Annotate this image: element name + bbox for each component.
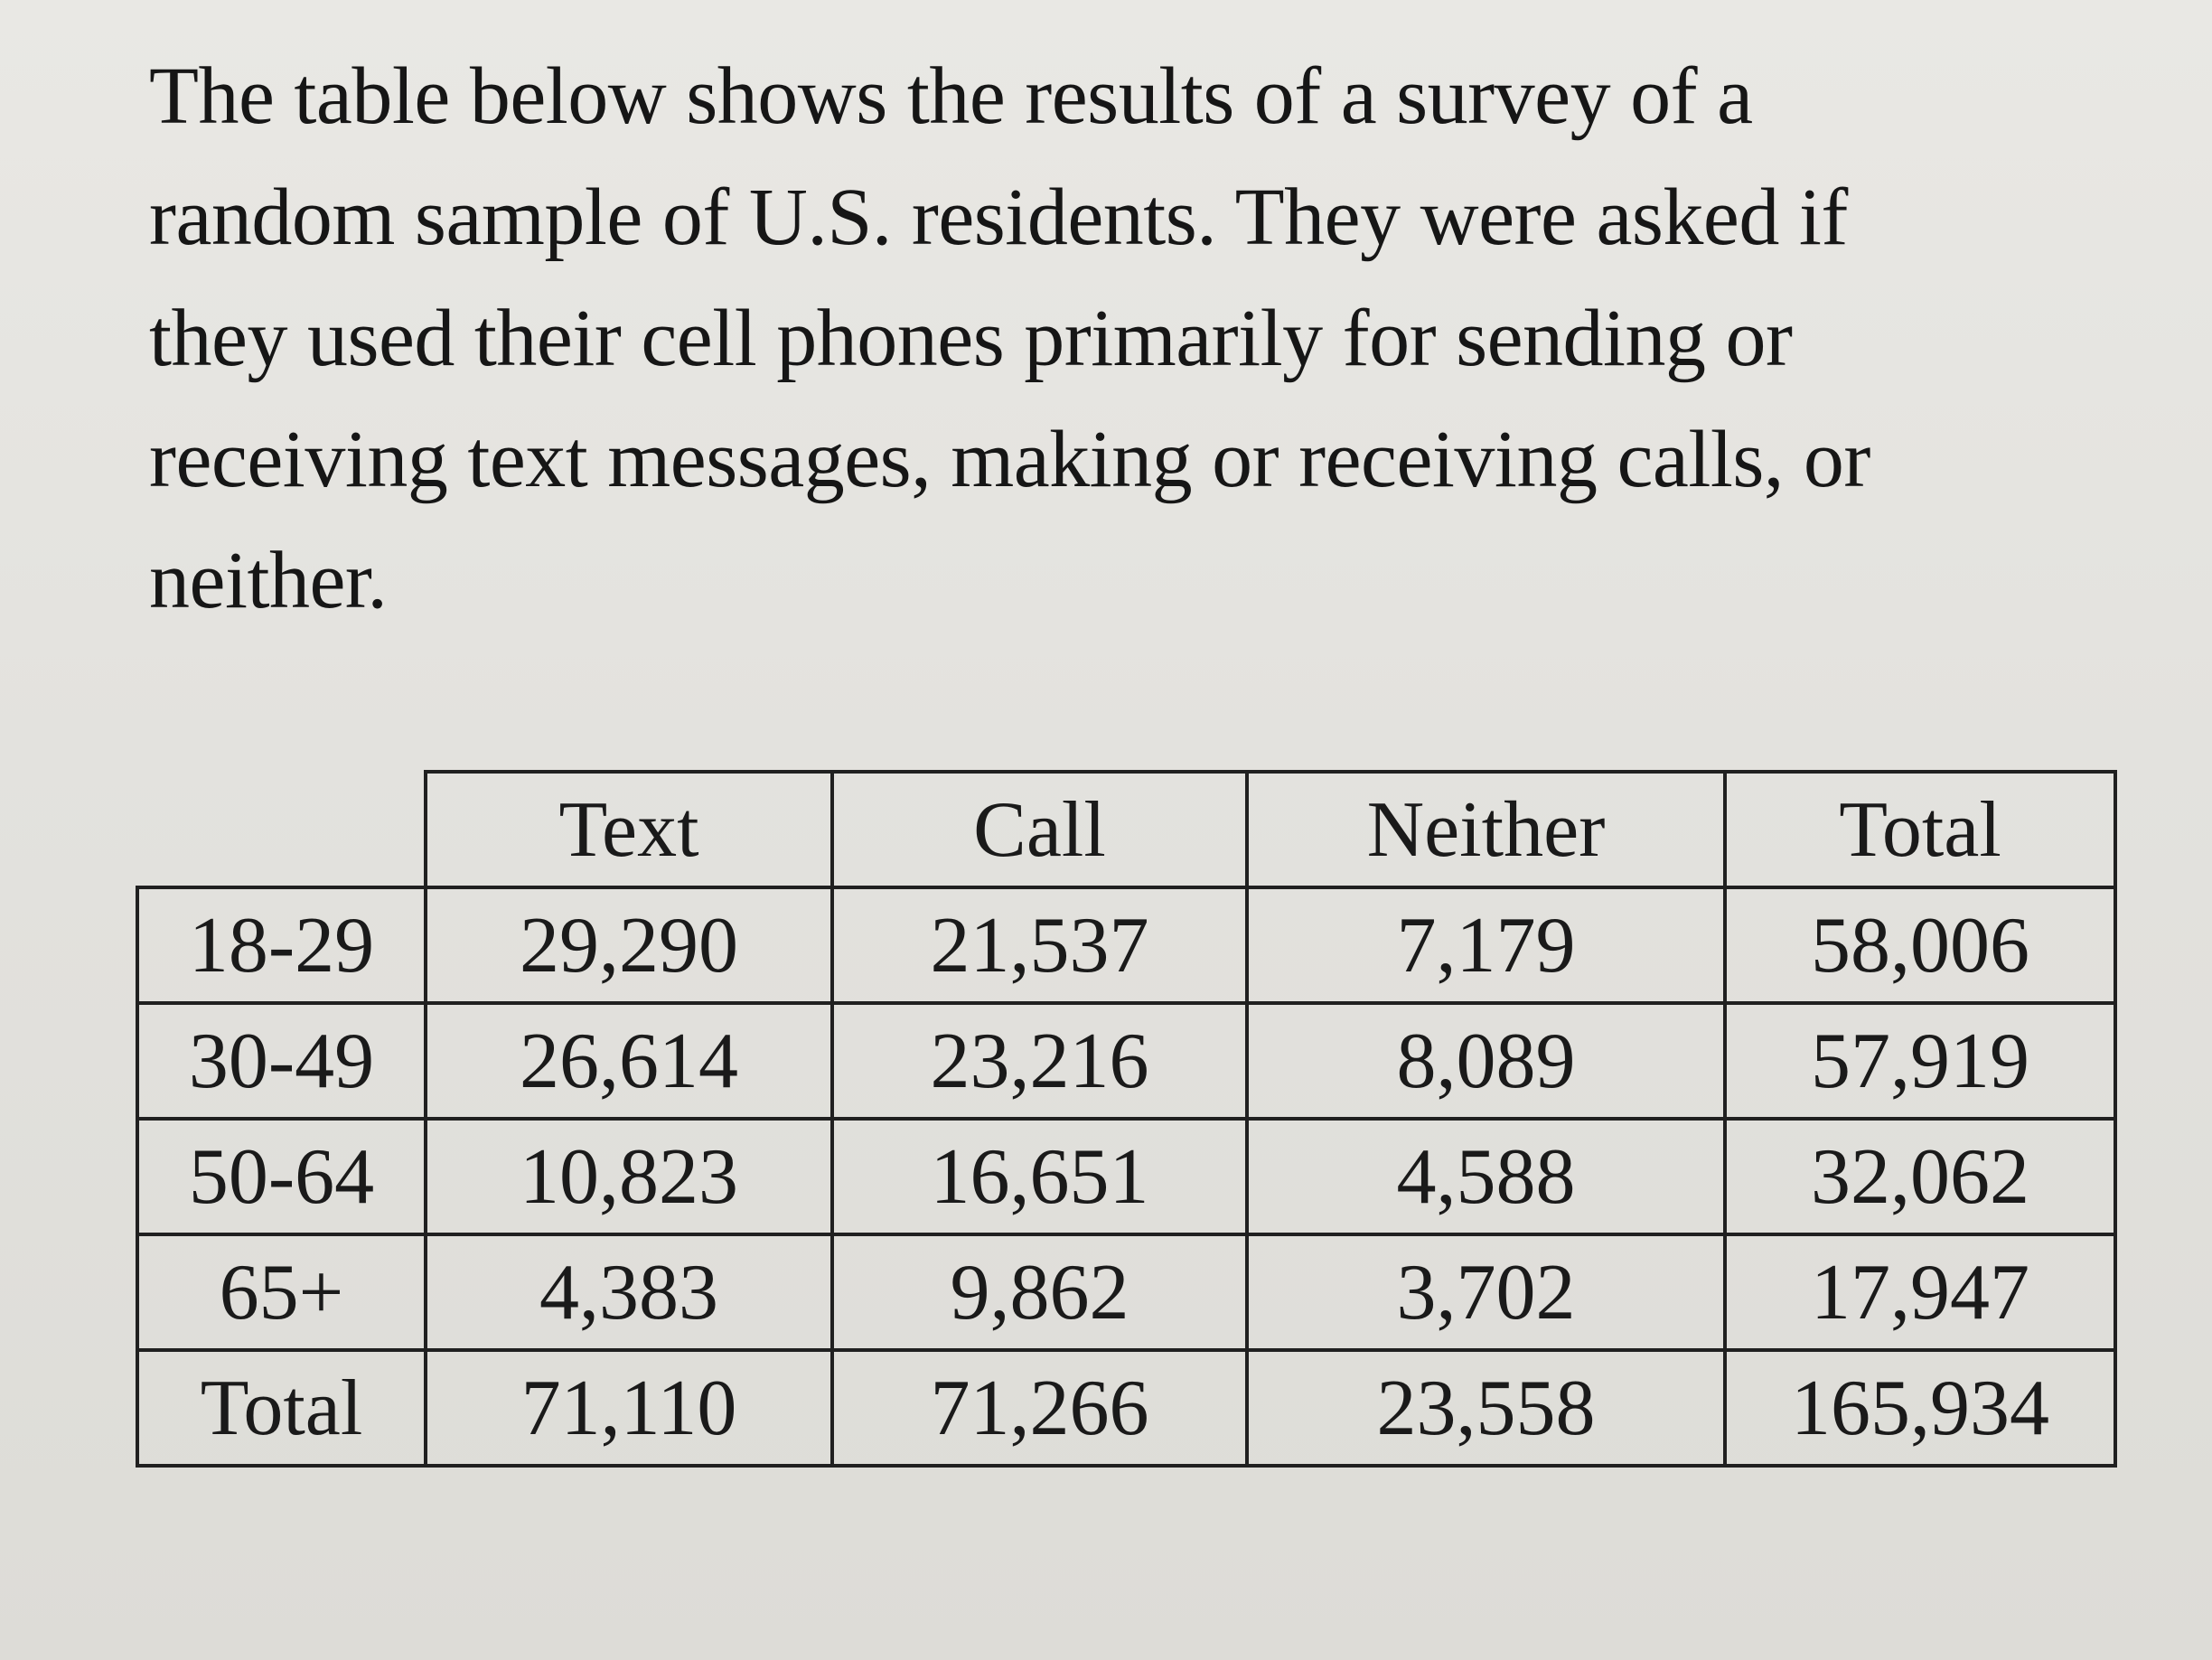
table-cell: 58,006 [1723, 886, 2117, 1005]
column-header-neither: Neither [1245, 770, 1727, 889]
row-label: 30-49 [136, 1001, 427, 1121]
table-cell: 16,651 [830, 1117, 1249, 1236]
column-header-call: Call [830, 770, 1249, 889]
table-cell: 8,089 [1245, 1001, 1727, 1121]
statement-line: random sample of U.S. residents. They we… [149, 173, 1848, 262]
statement-line: neither. [149, 536, 388, 625]
table-cell: 3,702 [1245, 1233, 1727, 1352]
table-cell: 29,290 [424, 886, 834, 1005]
problem-statement: The table below shows the results of a s… [149, 36, 2137, 642]
column-header-text: Text [424, 770, 834, 889]
table-cell: 4,383 [424, 1233, 834, 1352]
row-label: 18-29 [136, 886, 427, 1005]
table-cell: 71,266 [830, 1348, 1249, 1468]
table-cell: 32,062 [1723, 1117, 2117, 1236]
row-label: 65+ [136, 1233, 427, 1352]
table-cell: 7,179 [1245, 886, 1727, 1005]
table-row: 65+ 4,383 9,862 3,702 17,947 [136, 1233, 2117, 1352]
column-header-total: Total [1723, 770, 2117, 889]
table-row-total: Total 71,110 71,266 23,558 165,934 [136, 1348, 2117, 1468]
table-row: 18-29 29,290 21,537 7,179 58,006 [136, 886, 2117, 1005]
table-cell: 23,216 [830, 1001, 1249, 1121]
table-cell: 17,947 [1723, 1233, 2117, 1352]
corner-cell [137, 772, 427, 889]
table-cell: 26,614 [424, 1001, 834, 1121]
table-row: 50-64 10,823 16,651 4,588 32,062 [136, 1117, 2117, 1236]
statement-line: they used their cell phones primarily fo… [149, 294, 1793, 383]
table-header-row: Text Call Neither Total [137, 770, 2117, 889]
row-label: 50-64 [136, 1117, 427, 1236]
table-cell: 9,862 [830, 1233, 1249, 1352]
table-cell: 165,934 [1723, 1348, 2117, 1468]
table-cell: 57,919 [1723, 1001, 2117, 1121]
statement-line: receiving text messages, making or recei… [149, 415, 1870, 504]
survey-results-table: Text Call Neither Total 18-29 29,290 21,… [136, 770, 2117, 1468]
statement-line: The table below shows the results of a s… [149, 52, 1753, 141]
table-cell: 4,588 [1245, 1117, 1727, 1236]
table-cell: 71,110 [424, 1348, 834, 1468]
table-cell: 10,823 [424, 1117, 834, 1236]
table-row: 30-49 26,614 23,216 8,089 57,919 [136, 1001, 2117, 1121]
row-label: Total [136, 1348, 427, 1468]
table-cell: 23,558 [1245, 1348, 1727, 1468]
table-cell: 21,537 [830, 886, 1249, 1005]
